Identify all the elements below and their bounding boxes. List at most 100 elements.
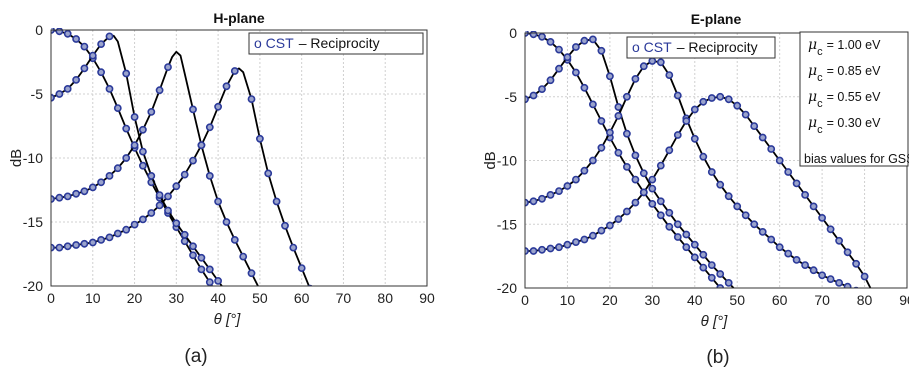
bias-entry: μc = 0.30 eV xyxy=(808,115,881,136)
y-tick-label: -15 xyxy=(23,214,43,230)
data-point xyxy=(247,269,256,278)
data-point xyxy=(97,235,105,244)
data-point xyxy=(707,273,716,282)
mu-subscript: c xyxy=(817,72,823,84)
y-tick-label: -20 xyxy=(23,278,43,294)
data-point xyxy=(631,151,640,160)
legend-reciprocity-entry: – Reciprocity xyxy=(677,39,758,55)
legend: o CST – Reciprocity xyxy=(626,36,776,59)
data-point xyxy=(180,230,189,239)
data-point xyxy=(580,83,589,92)
data-point xyxy=(63,192,72,201)
data-point xyxy=(122,69,131,78)
data-point xyxy=(580,235,589,244)
data-point xyxy=(80,42,89,51)
bias-value: = 1.00 eV xyxy=(827,38,882,52)
data-point xyxy=(72,241,80,249)
data-point xyxy=(682,243,691,252)
data-point xyxy=(138,147,147,156)
x-axis-label: θ [°] xyxy=(214,311,241,328)
mu-symbol: μ xyxy=(808,63,817,79)
data-point xyxy=(88,238,97,247)
x-tick-label: 90 xyxy=(899,292,909,308)
data-point xyxy=(614,215,623,223)
data-point xyxy=(529,247,538,255)
data-point xyxy=(707,168,716,176)
data-point xyxy=(767,235,776,244)
data-point xyxy=(197,141,206,150)
series-line xyxy=(51,50,259,286)
data-point xyxy=(538,194,546,203)
data-point xyxy=(297,264,306,272)
data-point xyxy=(105,85,114,93)
data-point xyxy=(707,94,716,102)
data-point xyxy=(55,90,64,98)
legend-box xyxy=(626,36,776,59)
data-point xyxy=(733,101,742,110)
data-point xyxy=(784,249,793,258)
data-point xyxy=(138,161,147,170)
data-point xyxy=(826,275,835,283)
y-tick-label: -10 xyxy=(23,150,43,166)
data-point xyxy=(623,92,631,101)
data-point xyxy=(130,113,139,121)
data-point xyxy=(623,129,631,138)
data-point xyxy=(555,187,563,195)
y-tick-label: -20 xyxy=(497,280,517,296)
data-point xyxy=(164,206,172,215)
data-point xyxy=(205,123,214,132)
data-point xyxy=(189,242,197,251)
data-point xyxy=(631,75,640,83)
data-point xyxy=(63,242,72,251)
x-tick-label: 30 xyxy=(169,290,185,306)
y-tick-label: 0 xyxy=(35,22,43,38)
data-point xyxy=(639,62,648,71)
data-point xyxy=(878,308,884,314)
data-point xyxy=(197,265,206,274)
data-point xyxy=(690,240,699,249)
data-point xyxy=(750,220,759,229)
data-point xyxy=(147,171,156,180)
data-point xyxy=(623,207,631,216)
data-point xyxy=(289,243,298,252)
data-point xyxy=(147,108,156,116)
x-tick-label: 10 xyxy=(85,290,101,306)
data-point xyxy=(775,156,784,165)
data-point xyxy=(97,40,105,48)
data-point xyxy=(707,261,716,269)
data-point xyxy=(164,63,172,71)
data-point xyxy=(172,219,181,228)
data-point xyxy=(606,221,614,230)
data-point xyxy=(716,180,725,189)
data-point xyxy=(572,175,580,184)
data-point xyxy=(801,261,809,269)
data-point xyxy=(239,252,248,261)
data-point xyxy=(538,32,546,41)
x-tick-label: 70 xyxy=(336,290,352,306)
data-point xyxy=(147,209,156,217)
x-tick-label: 70 xyxy=(814,292,830,308)
data-point xyxy=(826,225,835,234)
data-point xyxy=(648,175,657,184)
data-point xyxy=(656,197,665,206)
data-point xyxy=(648,184,657,193)
x-axis-label: θ [°] xyxy=(701,313,728,330)
x-tick-label: 30 xyxy=(645,292,661,308)
data-point xyxy=(724,95,733,104)
data-point xyxy=(546,244,555,253)
data-point xyxy=(758,133,767,142)
data-point xyxy=(122,154,131,162)
data-point xyxy=(656,161,665,170)
data-point xyxy=(255,134,264,143)
data-point xyxy=(572,68,580,77)
chart-title: E-plane xyxy=(691,11,742,27)
data-point xyxy=(758,227,767,236)
data-point xyxy=(214,197,222,206)
data-point xyxy=(122,225,131,234)
chart-title: H-plane xyxy=(213,10,265,26)
data-point xyxy=(105,32,114,41)
data-point xyxy=(843,248,852,257)
axes-frame xyxy=(50,29,428,287)
data-point xyxy=(673,220,682,229)
data-point xyxy=(690,134,699,143)
